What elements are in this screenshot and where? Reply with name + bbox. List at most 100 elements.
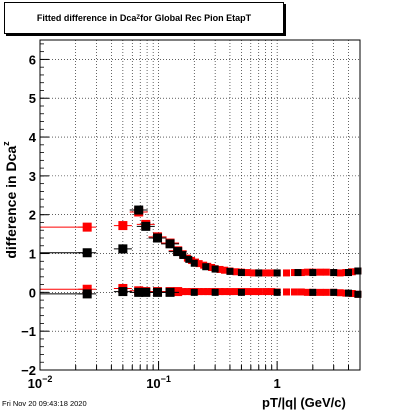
data-point [190,259,198,267]
data-point [216,265,224,273]
data-point [297,288,305,296]
data-point [179,251,187,259]
y-tick-label: −1 [21,324,36,339]
data-point [262,288,270,296]
data-point [354,290,362,298]
timestamp-footer: Fri Nov 20 09:43:18 2020 [2,399,87,408]
data-point [141,287,151,297]
y-tick-label: 1 [29,247,36,262]
y-tick-label: 5 [29,91,36,106]
data-point [200,288,208,296]
data-point [153,233,163,243]
data-point [290,269,298,277]
data-point [283,288,291,296]
data-point [249,269,257,277]
data-point [243,269,251,277]
data-point [237,269,245,277]
data-point [190,288,198,296]
data-point [118,287,128,297]
data-point [348,268,356,276]
data-point [330,288,338,296]
data-point [216,288,224,296]
data-point [322,288,330,296]
data-point [232,288,240,296]
data-point [211,265,219,273]
data-point [221,288,229,296]
data-point [255,288,263,296]
data-point [195,288,203,296]
data-point [309,288,317,296]
data-point [290,288,298,296]
data-point [208,288,216,296]
data-point [303,288,311,296]
data-point [316,268,324,276]
data-point [336,269,344,277]
data-point [249,288,257,296]
data-point [262,269,270,277]
chart-title-main: Fitted difference in Dca [36,13,137,23]
data-point [273,269,281,277]
chart-title-subscript: Z [136,15,141,21]
data-point [283,269,291,277]
data-point [173,287,183,297]
data-point [255,269,263,277]
data-point [211,288,219,296]
data-point [294,269,302,277]
data-point [336,289,344,297]
y-tick-label: −2 [21,363,36,378]
data-point [202,263,210,271]
grid-lines [39,40,361,371]
y-tick-label: 3 [29,169,36,184]
data-point [345,289,353,297]
data-point [354,267,362,275]
data-point [232,268,240,276]
data-point [316,288,324,296]
plot-frame [39,39,361,371]
data-point [179,288,187,296]
data-point [237,288,245,296]
data-point [208,264,216,272]
data-point [134,205,144,215]
data-point [185,255,193,263]
y-tick-label: 4 [29,130,37,145]
data-point [165,287,175,297]
data-point [141,221,151,231]
data-point [273,288,281,296]
data-point [173,247,183,257]
data-point [309,269,317,277]
x-tick-label: 1 [274,376,281,391]
data-point [195,260,203,268]
data-point [345,269,353,277]
data-point [322,268,330,276]
data-point [165,239,175,249]
data-point [303,268,311,276]
data-point [183,288,191,296]
x-tick-label: 10−2 [28,374,53,391]
x-axis-label: pT/|q| (GeV/c) [262,395,346,410]
data-point [243,288,251,296]
data-point [268,288,276,296]
chart-title-box: Fitted difference in Dca Z for Global Rec… [4,2,284,34]
axes-layer: −2 −1 0 1 2 3 4 5 6 10−2 10−1 1 [21,43,361,391]
y-tick-label: 6 [29,52,36,67]
y-axis-label: difference in Dcaz [1,141,19,259]
data-point [268,269,276,277]
y-tick-label: 2 [29,208,36,223]
data-point [153,287,163,297]
data-point [204,288,212,296]
x-tick-label: 10−1 [146,374,171,391]
data-point [330,269,338,277]
data-point [221,266,229,274]
data-point [226,267,234,275]
y-tick-label: 0 [29,285,36,300]
series-3 [40,287,362,299]
series-layer [40,205,362,299]
series-0 [40,207,362,277]
data-point [348,290,356,298]
data-point [226,288,234,296]
series-1 [40,205,362,277]
data-point [118,244,128,254]
data-point [118,221,128,231]
chart-title-rest: for Global Rec Pion EtapT [140,13,252,23]
